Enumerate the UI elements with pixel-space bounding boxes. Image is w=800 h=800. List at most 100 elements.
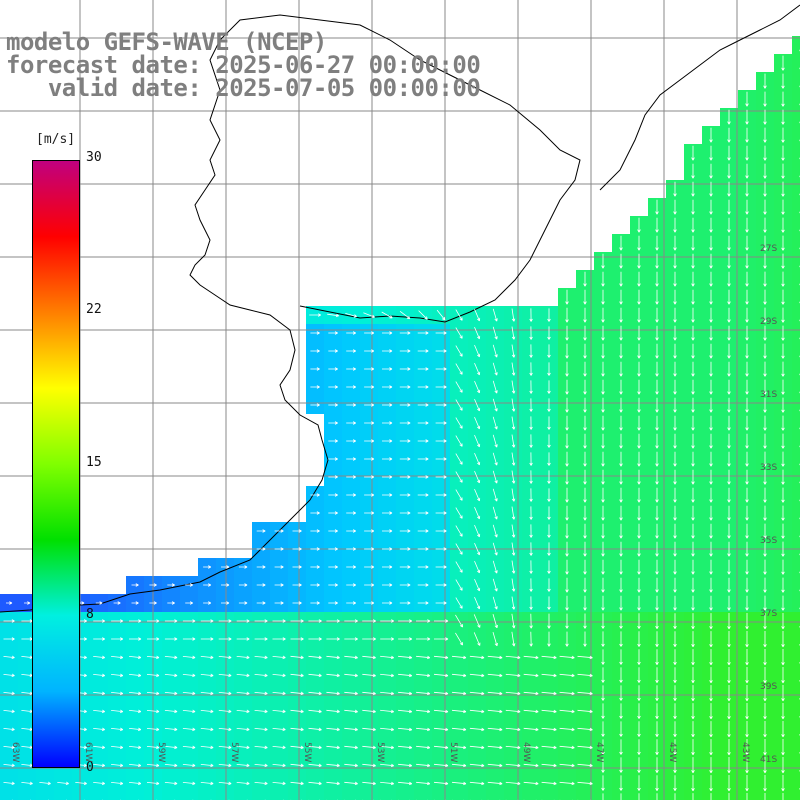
- wind-arrow: [673, 415, 677, 431]
- wind-arrow: [781, 721, 785, 738]
- wind-arrow: [487, 763, 503, 768]
- wind-arrow: [435, 601, 447, 605]
- wind-arrow: [416, 655, 431, 660]
- wind-arrow: [637, 505, 641, 521]
- wind-arrow: [637, 397, 641, 413]
- wind-arrow: [362, 781, 376, 786]
- wind-arrow: [565, 433, 569, 449]
- wind-arrow: [727, 289, 731, 305]
- wind-arrow: [601, 649, 605, 665]
- wind-arrow: [254, 709, 268, 714]
- wind-arrow: [565, 469, 569, 485]
- wind-arrow: [601, 667, 605, 683]
- wind-arrow: [709, 145, 713, 161]
- wind-arrow: [529, 560, 533, 574]
- wind-arrow: [346, 475, 356, 479]
- wind-arrow: [433, 655, 449, 660]
- wind-arrow: [656, 793, 658, 800]
- wind-arrow: [727, 199, 731, 215]
- wind-arrow: [93, 763, 106, 768]
- wind-arrow: [523, 727, 539, 732]
- wind-arrow: [583, 433, 587, 449]
- wind-arrow: [691, 271, 695, 287]
- wind-cell: [90, 792, 108, 800]
- wind-arrow: [200, 637, 214, 641]
- wind-arrow: [655, 271, 659, 287]
- wind-arrow: [435, 547, 447, 551]
- wind-arrow: [487, 673, 503, 678]
- wind-arrow: [655, 721, 659, 737]
- wind-arrow: [637, 613, 641, 629]
- wind-arrow: [200, 763, 214, 768]
- wind-arrow: [455, 489, 463, 501]
- wind-arrow: [505, 655, 521, 660]
- wind-arrow: [328, 457, 338, 461]
- wind-cell: [198, 792, 216, 800]
- wind-arrow: [417, 511, 429, 515]
- wind-arrow: [727, 145, 731, 161]
- wind-arrow: [95, 601, 103, 605]
- wind-arrow: [451, 655, 467, 660]
- wind-arrow: [673, 685, 677, 701]
- wind-arrow: [547, 362, 551, 376]
- wind-arrow: [39, 781, 51, 786]
- wind-arrow: [727, 505, 731, 521]
- wind-arrow: [691, 775, 695, 792]
- wind-arrow: [781, 613, 785, 630]
- wind-cell: [234, 792, 252, 800]
- wind-arrow: [637, 253, 641, 269]
- longitude-label: 63W: [10, 742, 20, 763]
- wind-arrow: [182, 655, 196, 660]
- wind-arrow: [362, 691, 376, 696]
- wind-arrow: [709, 433, 713, 449]
- wind-arrow: [673, 397, 677, 413]
- colorbar-unit: [m/s]: [36, 132, 76, 147]
- wind-arrow: [781, 253, 785, 269]
- wind-arrow: [727, 685, 731, 702]
- wind-arrow: [763, 451, 767, 467]
- wind-arrow: [380, 619, 394, 623]
- wind-arrow: [547, 542, 551, 556]
- wind-arrow: [455, 309, 463, 321]
- wind-arrow: [781, 163, 785, 179]
- wind-arrow: [346, 565, 356, 569]
- wind-arrow: [364, 601, 375, 605]
- wind-arrow: [511, 452, 516, 466]
- wind-arrow: [583, 397, 587, 413]
- wind-arrow: [254, 781, 268, 786]
- wind-arrow: [529, 380, 533, 394]
- wind-cell: [792, 216, 800, 234]
- wind-arrow: [565, 361, 569, 377]
- wind-cell: [792, 270, 800, 288]
- wind-cell: [792, 684, 800, 702]
- wind-arrow: [455, 399, 463, 411]
- wind-arrow: [433, 691, 449, 696]
- wind-arrow: [399, 547, 411, 551]
- wind-arrow: [601, 469, 605, 485]
- wind-arrow: [398, 745, 413, 750]
- wind-arrow: [691, 325, 695, 341]
- wind-arrow: [3, 637, 15, 641]
- wind-arrow: [745, 91, 749, 107]
- wind-arrow: [185, 601, 193, 605]
- wind-arrow: [745, 271, 749, 287]
- longitude-label: 45W: [667, 742, 677, 763]
- wind-arrow: [164, 655, 178, 660]
- wind-arrow: [492, 362, 498, 376]
- wind-arrow: [547, 631, 551, 647]
- wind-arrow: [529, 326, 533, 340]
- wind-arrow: [619, 271, 623, 287]
- wind-arrow: [781, 91, 785, 107]
- longitude-label: 61W: [83, 742, 93, 763]
- wind-arrow: [691, 721, 695, 738]
- wind-arrow: [327, 313, 340, 318]
- wind-arrow: [474, 488, 481, 502]
- wind-arrow: [655, 325, 659, 341]
- wind-arrow: [547, 380, 551, 394]
- wind-arrow: [218, 637, 232, 641]
- wind-cell: [792, 234, 800, 252]
- wind-arrow: [474, 470, 481, 484]
- wind-arrow: [328, 439, 338, 443]
- wind-arrow: [781, 469, 785, 485]
- wind-arrow: [763, 721, 767, 738]
